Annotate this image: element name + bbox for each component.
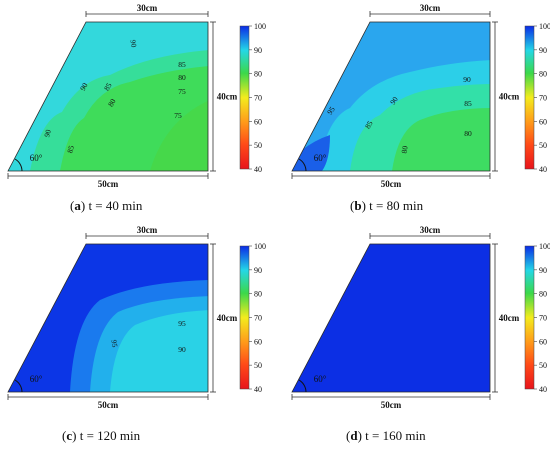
dim-right-label: 40cm: [217, 313, 238, 323]
angle-arc: [298, 379, 307, 393]
colorbar-tick-label: 70: [539, 94, 547, 103]
colorbar: [524, 25, 535, 170]
panel-outline: [291, 21, 491, 172]
field-100-region: [292, 135, 330, 171]
colorbar-tick-label: 100: [254, 242, 266, 251]
field-90-region: [110, 310, 208, 392]
colorbar-tick-label: 80: [539, 290, 547, 299]
colorbar-tick-label: 70: [539, 314, 547, 323]
colorbar-tick-label: 50: [254, 141, 262, 150]
caption-d: (d) t = 160 min: [346, 428, 426, 443]
angle-label: 60°: [314, 153, 327, 163]
colorbar-tick-label: 60: [254, 337, 262, 346]
colorbar: [524, 245, 535, 390]
contour-label: 75: [178, 87, 186, 96]
field-80-region: [392, 108, 490, 171]
dim-top-label: 30cm: [137, 3, 158, 13]
contour-label: 85: [102, 81, 114, 92]
angle-arc: [14, 158, 23, 172]
colorbar-tick-label: 60: [539, 117, 547, 126]
colorbar-tick-label: 80: [539, 70, 547, 79]
colorbar-tick-label: 100: [539, 22, 550, 31]
contour-label: 95: [109, 339, 119, 348]
colorbar-tick-label: 90: [254, 46, 262, 55]
dim-bottom-label: 50cm: [381, 400, 402, 410]
dim-right-label: 40cm: [499, 313, 520, 323]
colorbar-tick-label: 70: [254, 314, 262, 323]
colorbar-tick-label: 70: [254, 94, 262, 103]
dim-right-label: 40cm: [499, 92, 520, 102]
contour-label: 85: [178, 60, 186, 69]
dim-bottom-label: 50cm: [98, 179, 119, 189]
colorbar-tick-label: 50: [254, 361, 262, 370]
contour-label: 80: [464, 129, 472, 138]
contour-label: 90: [128, 39, 138, 48]
angle-label: 60°: [314, 374, 327, 384]
dim-bottom-label: 50cm: [98, 400, 119, 410]
colorbar-tick-label: 60: [539, 337, 547, 346]
contour-label: 90: [178, 345, 186, 354]
colorbar-tick-label: 50: [539, 361, 547, 370]
caption-c: (c) t = 120 min: [62, 428, 141, 443]
colorbar-tick-label: 40: [539, 385, 547, 394]
dim-right-label: 40cm: [217, 92, 238, 102]
colorbar-tick-label: 40: [254, 165, 262, 174]
contour-label: 85: [65, 144, 76, 154]
dim-top-label: 30cm: [420, 225, 441, 235]
contour-label: 80: [106, 97, 118, 108]
panel-d: [291, 243, 491, 393]
colorbar-tick-label: 40: [539, 165, 547, 174]
colorbar-tick-label: 80: [254, 70, 262, 79]
contour-label: 75: [174, 111, 182, 120]
colorbar-tick-label: 50: [539, 141, 547, 150]
angle-arc: [14, 379, 23, 393]
colorbar-tick-label: 60: [254, 117, 262, 126]
panel-outline: [7, 243, 209, 393]
panel-a: [7, 21, 209, 172]
contour-label: 95: [325, 105, 337, 117]
contour-label: 95: [178, 319, 186, 328]
panel-outline: [291, 243, 491, 393]
dim-top-label: 30cm: [420, 3, 441, 13]
contour-label: 90: [388, 95, 400, 107]
contour-label: 90: [78, 81, 90, 92]
colorbar-tick-label: 90: [539, 46, 547, 55]
field-75-region: [150, 100, 208, 171]
angle-label: 60°: [30, 374, 43, 384]
caption-a: (a) t = 40 min: [70, 198, 143, 213]
colorbar-tick-label: 40: [254, 385, 262, 394]
dim-bottom-label: 50cm: [381, 179, 402, 189]
colorbar-tick-label: 90: [254, 266, 262, 275]
colorbar-tick-label: 100: [254, 22, 266, 31]
caption-b: (b) t = 80 min: [350, 198, 424, 213]
contour-label: 80: [399, 145, 409, 154]
angle-arc: [298, 158, 307, 172]
contour-label: 80: [178, 73, 186, 82]
colorbar-tick-label: 80: [254, 290, 262, 299]
colorbar-tick-label: 90: [539, 266, 547, 275]
contour-label: 85: [464, 99, 472, 108]
colorbar: [239, 25, 250, 170]
contour-label: 90: [42, 128, 53, 138]
contour-label: 85: [363, 119, 375, 130]
colorbar-tick-label: 100: [539, 242, 550, 251]
colorbar: [239, 245, 250, 390]
dim-top-label: 30cm: [137, 225, 158, 235]
panel-outline: [7, 21, 209, 172]
angle-label: 60°: [30, 153, 43, 163]
contour-label: 90: [463, 75, 471, 84]
